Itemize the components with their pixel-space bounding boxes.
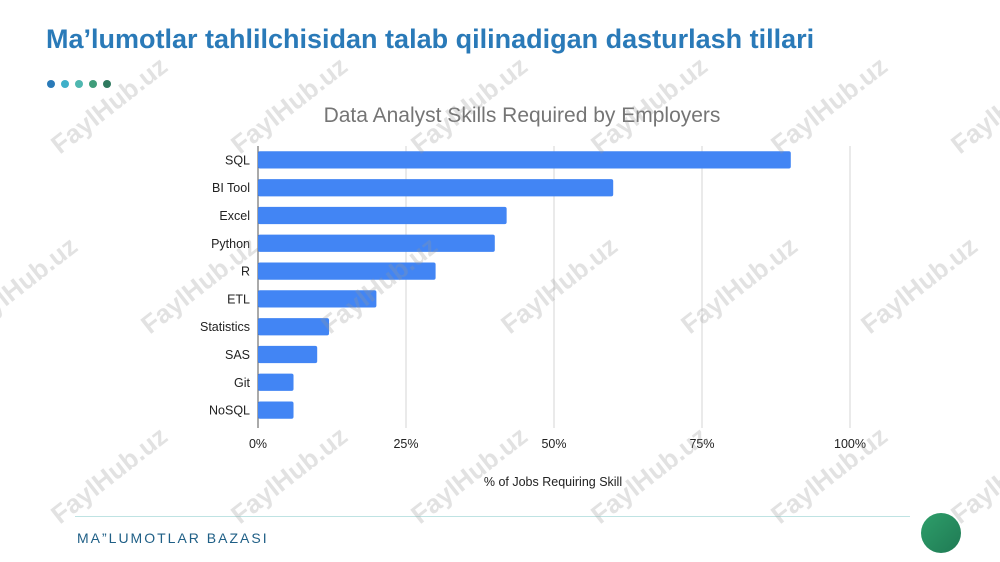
x-tick-label: 100% <box>834 437 866 451</box>
category-label: Python <box>211 237 250 251</box>
dot-5 <box>103 80 111 88</box>
bar-etl <box>258 290 377 308</box>
bar-bi-tool <box>258 179 614 197</box>
corner-accent-circle <box>921 513 961 553</box>
bar-sql <box>258 151 791 169</box>
dot-2 <box>61 80 69 88</box>
category-label: Git <box>234 376 251 390</box>
dot-3 <box>75 80 83 88</box>
category-label: SAS <box>225 348 250 362</box>
category-label: Statistics <box>200 320 250 334</box>
chart-category-labels: SQL BI Tool Excel Python R ETL Statistics SAS Gi… <box>200 153 251 417</box>
chart-title: Data Analyst Skills Required by Employer… <box>324 104 721 127</box>
bar-python <box>258 234 495 252</box>
footer-label: MA”LUMOTLAR BAZASI <box>77 530 269 546</box>
x-tick-label: 25% <box>393 437 418 451</box>
category-label: R <box>241 265 250 279</box>
category-label: ETL <box>227 292 250 306</box>
x-tick-label: 0% <box>249 437 267 451</box>
x-tick-label: 75% <box>689 437 714 451</box>
x-tick-label: 50% <box>541 437 566 451</box>
bar-nosql <box>258 401 294 419</box>
bar-excel <box>258 206 507 225</box>
dot-1 <box>47 80 55 88</box>
chart-bars <box>258 151 791 419</box>
bar-sas <box>258 345 318 364</box>
bar-git <box>258 373 294 391</box>
category-label: SQL <box>225 153 250 167</box>
footer-divider <box>75 516 910 517</box>
dot-4 <box>89 80 97 88</box>
category-label: Excel <box>219 209 250 223</box>
decorative-dots <box>47 80 111 88</box>
bar-r <box>258 262 436 280</box>
category-label: NoSQL <box>209 404 250 418</box>
bar-statistics <box>258 318 330 336</box>
chart-x-tick-labels: 0% 25% 50% 75% 100% <box>249 437 866 451</box>
chart-x-axis-label: % of Jobs Requiring Skill <box>484 475 622 489</box>
category-label: BI Tool <box>212 181 250 195</box>
slide-title: Ma’lumotlar tahlilchisidan talab qilinad… <box>46 24 815 54</box>
